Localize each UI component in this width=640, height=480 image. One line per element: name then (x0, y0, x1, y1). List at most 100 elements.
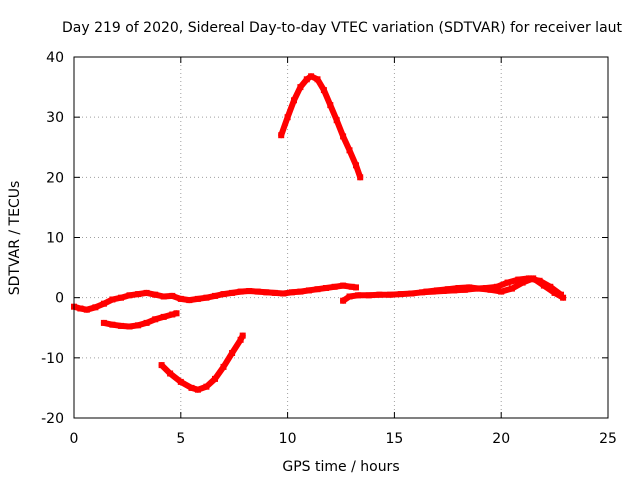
data-point (255, 289, 261, 295)
data-point (398, 291, 404, 297)
data-point (169, 293, 175, 299)
x-tick-label: 25 (599, 431, 617, 447)
x-tick-label: 15 (385, 431, 403, 447)
data-point (323, 285, 329, 291)
data-point (530, 275, 536, 281)
data-point (366, 292, 372, 298)
data-point (509, 286, 515, 292)
data-point (347, 147, 353, 153)
data-point (280, 291, 286, 297)
data-point (238, 289, 244, 295)
data-point (340, 133, 346, 139)
data-point (186, 297, 192, 303)
data-point (332, 284, 338, 290)
data-point (178, 379, 184, 385)
data-point (387, 292, 393, 298)
x-tick-label: 10 (279, 431, 297, 447)
data-point (144, 320, 150, 326)
data-point (174, 310, 180, 316)
data-point (135, 322, 141, 328)
data-point (84, 307, 90, 313)
data-point (161, 314, 167, 320)
data-point (178, 296, 184, 302)
data-point (327, 102, 333, 108)
data-point (291, 97, 297, 103)
data-point (376, 292, 382, 298)
data-point (240, 333, 246, 339)
data-point (152, 316, 158, 322)
data-point (355, 292, 361, 298)
x-tick-label: 20 (492, 431, 510, 447)
data-point (434, 287, 440, 293)
chart-title: Day 219 of 2020, Sidereal Day-to-day VTE… (62, 20, 623, 36)
data-point (127, 292, 133, 298)
data-point (289, 289, 295, 295)
data-point (263, 289, 269, 295)
data-point (466, 284, 472, 290)
data-point (101, 301, 107, 307)
data-point (189, 385, 195, 391)
data-point (520, 280, 526, 286)
sdtvar-chart: Day 219 of 2020, Sidereal Day-to-day VTE… (0, 0, 640, 480)
data-point (488, 287, 494, 293)
y-tick-label: 10 (46, 231, 64, 247)
data-point (127, 324, 133, 330)
data-point (321, 87, 327, 93)
data-point (135, 291, 141, 297)
data-point (353, 284, 359, 290)
data-point (334, 117, 340, 123)
data-point (101, 320, 107, 326)
chart-background (0, 0, 640, 480)
data-point (308, 73, 314, 79)
data-point (92, 304, 98, 310)
y-tick-label: -10 (41, 351, 64, 367)
data-point (152, 292, 158, 298)
data-point (229, 350, 235, 356)
data-point (541, 283, 547, 289)
y-axis-label: SDTVAR / TECUs (7, 181, 23, 296)
data-point (278, 132, 284, 138)
data-point (109, 322, 115, 328)
data-point (109, 297, 115, 303)
data-point (340, 283, 346, 289)
data-point (315, 76, 321, 82)
data-point (246, 288, 252, 294)
data-point (315, 286, 321, 292)
data-point (118, 323, 124, 329)
data-point (159, 362, 165, 368)
x-tick-label: 0 (70, 431, 79, 447)
y-tick-label: 0 (55, 291, 64, 307)
y-tick-label: 40 (46, 50, 64, 66)
data-point (505, 280, 511, 286)
data-point (560, 295, 566, 301)
data-point (144, 290, 150, 296)
y-tick-label: -20 (41, 411, 64, 427)
data-point (477, 286, 483, 292)
data-point (423, 289, 429, 295)
data-point (272, 290, 278, 296)
data-point (203, 295, 209, 301)
data-point (357, 174, 363, 180)
data-point (203, 384, 209, 390)
data-point (195, 296, 201, 302)
data-point (221, 364, 227, 370)
data-point (498, 289, 504, 295)
data-point (353, 162, 359, 168)
data-point (212, 293, 218, 299)
data-point (229, 290, 235, 296)
data-point (221, 291, 227, 297)
data-point (285, 114, 291, 120)
data-point (212, 376, 218, 382)
data-point (347, 294, 353, 300)
data-point (306, 287, 312, 293)
data-point (161, 294, 167, 300)
data-point (409, 291, 415, 297)
data-point (195, 387, 201, 393)
data-point (340, 298, 346, 304)
x-tick-label: 5 (176, 431, 185, 447)
data-point (167, 371, 173, 377)
y-tick-label: 20 (46, 170, 64, 186)
x-axis-label: GPS time / hours (282, 459, 399, 475)
data-point (297, 289, 303, 295)
data-point (456, 285, 462, 291)
